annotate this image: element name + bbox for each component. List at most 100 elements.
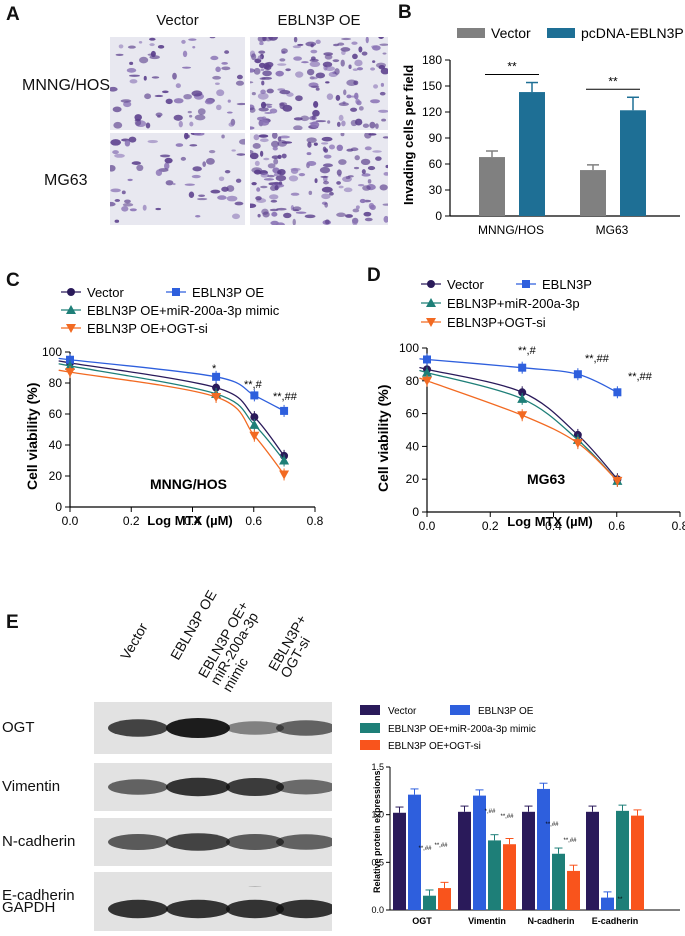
cell-blob	[115, 53, 124, 56]
data-point	[249, 419, 260, 429]
blot-label-vimentin: Vimentin	[2, 778, 61, 795]
cell-blob	[205, 157, 215, 165]
cell-blob	[385, 164, 388, 169]
cell-blob	[263, 178, 275, 181]
blot-band	[108, 834, 168, 850]
y-tick-label: 100	[399, 341, 419, 355]
cell-blob	[293, 117, 303, 121]
cell-blob	[126, 68, 137, 73]
cell-blob	[110, 164, 116, 172]
cell-blob	[354, 59, 363, 67]
blot-band	[166, 777, 230, 797]
cell-blob	[127, 178, 133, 182]
cell-blob	[183, 133, 189, 140]
legend-marker	[67, 288, 75, 296]
cell-blob	[134, 114, 142, 121]
legend-label-ebln3p: pcDNA-EBLN3P	[581, 25, 684, 41]
cell-blob	[128, 136, 137, 143]
chart-d: Vector EBLN3P EBLN3P+miR-200a-3p EBLN3P+OGT…	[375, 277, 685, 532]
cell-blob	[372, 60, 376, 63]
panel-a-row-mg63: MG63	[44, 172, 88, 189]
bar	[601, 897, 614, 910]
cell-blob	[320, 175, 329, 178]
data-point	[66, 355, 74, 364]
cell-blob	[261, 80, 265, 86]
cell-blob	[382, 203, 388, 206]
chart-b-ylabel: Invading cells per field	[401, 65, 416, 205]
data-point	[250, 391, 259, 400]
cell-blob	[155, 207, 162, 211]
legend-label: EBLN3P OE+OGT-si	[87, 321, 208, 336]
blot-band	[276, 899, 336, 919]
cell-blob	[279, 58, 286, 62]
cell-blob	[259, 77, 266, 80]
cell-blob	[164, 157, 173, 164]
series-line-0	[58, 360, 285, 457]
cell-blob	[327, 120, 331, 124]
cell-blob	[250, 107, 256, 113]
cell-blob	[351, 41, 358, 45]
cell-blob	[354, 92, 359, 100]
cell-blob	[309, 61, 321, 68]
cell-blob	[350, 119, 358, 127]
series-line-0	[419, 366, 618, 480]
cell-blob	[338, 159, 347, 165]
micrograph-mg63-ebln3p	[250, 133, 388, 225]
chart-c-xlabel: Log MTX (µM)	[147, 513, 232, 528]
cell-blob	[181, 66, 192, 69]
blot-band	[108, 719, 168, 737]
cell-blob	[275, 70, 284, 77]
cell-blob	[301, 61, 309, 64]
data-point	[423, 355, 431, 364]
cell-blob	[218, 176, 225, 182]
micrograph-mnng-ebln3p	[250, 37, 388, 130]
blot-label-n-cadherin: N-cadherin	[2, 833, 76, 850]
cell-blob	[345, 214, 353, 218]
chart-d-ylabel: Cell viability (%)	[375, 385, 391, 492]
cell-blob	[149, 43, 155, 47]
x-tick-label: MG63	[596, 223, 629, 237]
panel-label-b: B	[398, 2, 412, 23]
cell-blob	[236, 153, 245, 156]
cell-blob	[283, 212, 292, 219]
cell-blob	[221, 134, 225, 139]
cell-blob	[354, 155, 360, 161]
blot-band	[276, 834, 336, 850]
cell-blob	[321, 136, 333, 142]
data-point	[517, 411, 528, 421]
cell-blob	[310, 85, 320, 89]
cell-blob	[271, 140, 280, 148]
cell-blob	[335, 94, 341, 101]
cell-blob	[307, 141, 312, 148]
cell-blob	[188, 38, 197, 41]
legend-label: EBLN3P OE	[192, 285, 264, 300]
chart-c-title: MNNG/HOS	[150, 476, 227, 492]
cell-blob	[210, 189, 221, 194]
cell-blob	[336, 169, 342, 176]
cell-blob	[155, 112, 163, 117]
x-tick-label: 0.4	[184, 514, 201, 528]
cell-blob	[277, 139, 288, 147]
x-tick-label: 0.8	[307, 514, 324, 528]
sig-marker: *	[212, 363, 217, 375]
cell-blob	[251, 167, 263, 174]
cell-blob	[189, 121, 194, 127]
cell-blob	[362, 185, 371, 191]
x-tick-label: OGT	[412, 916, 432, 926]
cell-blob	[306, 68, 315, 76]
legend-label: EBLN3P OE	[478, 706, 534, 717]
cell-blob	[370, 67, 376, 71]
cell-blob	[293, 37, 298, 43]
y-tick-label: 80	[406, 374, 420, 388]
cell-blob	[257, 213, 261, 218]
cell-blob	[292, 206, 302, 211]
cell-blob	[375, 62, 387, 68]
cell-blob	[306, 137, 317, 143]
cell-blob	[151, 76, 160, 79]
cell-blob	[323, 52, 334, 56]
cell-blob	[332, 43, 340, 47]
cell-blob	[210, 55, 219, 61]
cell-blob	[231, 213, 241, 220]
cell-blob	[194, 114, 206, 121]
cell-blob	[341, 37, 352, 41]
